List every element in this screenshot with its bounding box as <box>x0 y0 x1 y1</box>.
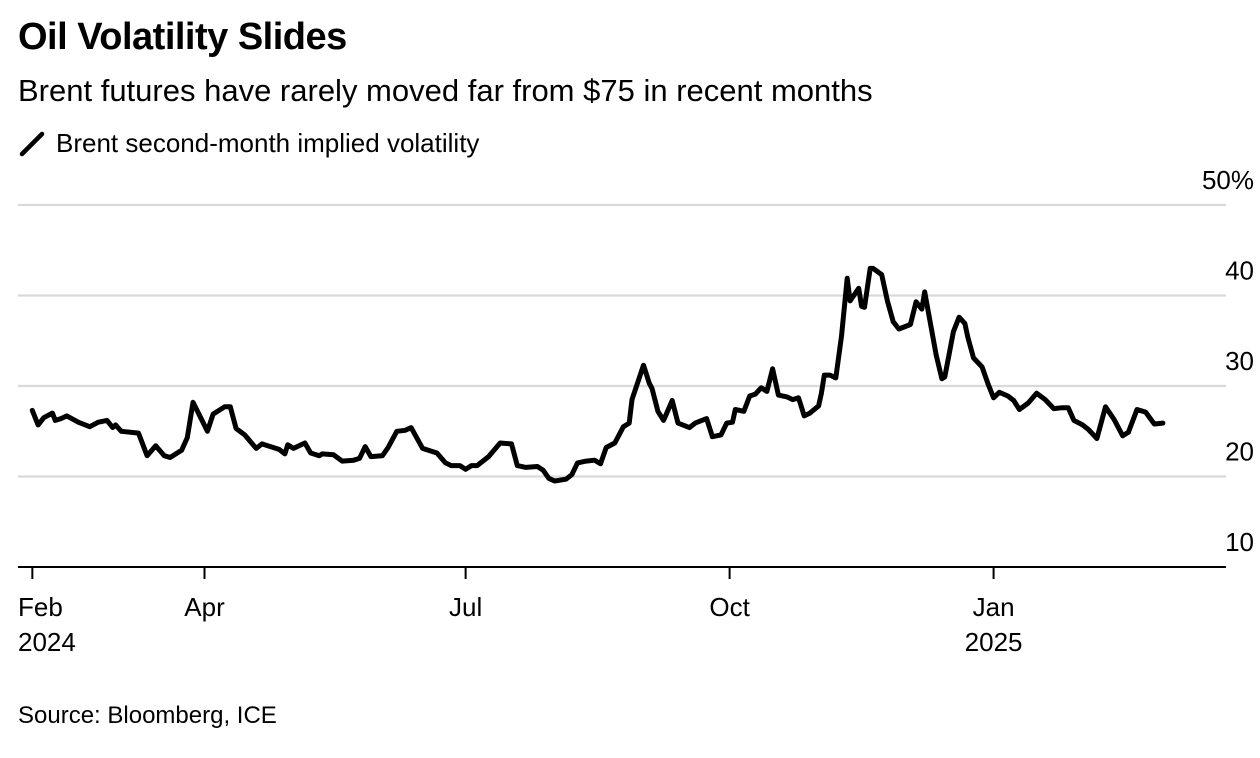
y-tick-label-40: 40 <box>1225 256 1254 286</box>
legend-line-icon <box>19 131 45 157</box>
legend-label: Brent second-month implied volatility <box>56 127 480 158</box>
chart-subtitle: Brent futures have rarely moved far from… <box>18 73 873 108</box>
x-tick-label-oct: Oct <box>709 592 750 622</box>
x-tick-label-jan: Jan <box>973 592 1015 622</box>
x-tick-year-2025: 2025 <box>965 627 1023 657</box>
x-tick-label-feb: Feb <box>18 592 63 622</box>
source-note: Source: Bloomberg, ICE <box>18 702 277 729</box>
grid-lines <box>18 203 1226 478</box>
x-axis: Feb 2024 Apr Jul Oct Jan 2025 <box>18 566 1226 657</box>
y-tick-label-20: 20 <box>1225 437 1254 467</box>
x-tick-year-2024: 2024 <box>18 627 76 657</box>
y-axis-labels: 50% 40 30 20 10 <box>1202 165 1254 557</box>
series-layer <box>29 265 1166 484</box>
y-tick-label-50: 50% <box>1202 165 1254 195</box>
x-tick-label-jul: Jul <box>449 592 482 622</box>
y-tick-label-10: 10 <box>1225 527 1254 557</box>
series-line-0 <box>29 265 1166 484</box>
x-tick-label-apr: Apr <box>184 592 225 622</box>
chart-title: Oil Volatility Slides <box>18 16 347 58</box>
legend: Brent second-month implied volatility <box>18 126 479 160</box>
y-tick-label-30: 30 <box>1225 346 1254 376</box>
